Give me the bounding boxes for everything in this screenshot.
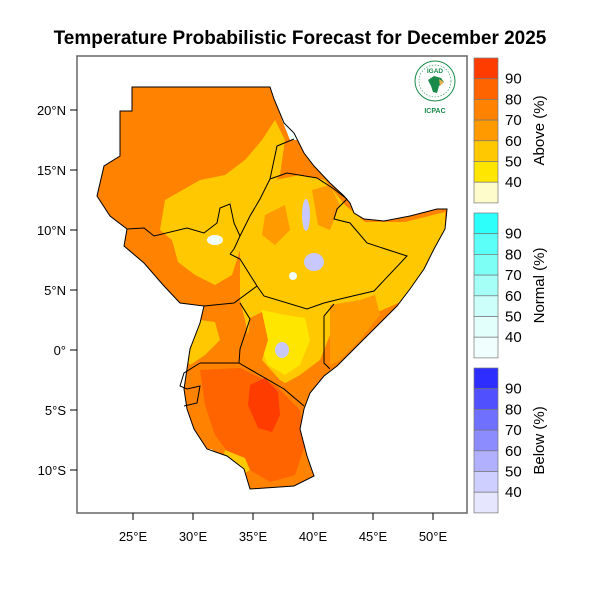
lat-tick-label: 5°N (44, 283, 66, 298)
country-border (238, 302, 251, 364)
colorbar-label: 50 (505, 464, 522, 481)
lat-tick-label: 10°N (37, 223, 66, 238)
colorbar-box (473, 388, 499, 410)
colorbar-box (473, 491, 499, 514)
colorbar-label: 80 (505, 91, 522, 108)
colorbar-title: Above (%) (531, 95, 548, 165)
colorbar-box (473, 233, 499, 255)
colorbar-above: 90 80 70 60 50 40 Above (%) (473, 57, 548, 204)
lon-tick-label: 25°E (119, 529, 148, 544)
colorbar-box (473, 274, 499, 297)
colorbar-box (473, 119, 499, 142)
svg-text:IGAD: IGAD (427, 68, 444, 75)
colorbar-label: 60 (505, 288, 522, 305)
colorbar-box (473, 99, 499, 121)
country-border (229, 253, 258, 287)
colorbar-box (473, 57, 499, 80)
map-title: Temperature Probabilistic Forecast for D… (53, 28, 547, 49)
colorbar-label: 70 (505, 112, 522, 129)
country-border (256, 285, 325, 310)
colorbar-label: 80 (505, 401, 522, 418)
colorbar-label: 40 (505, 484, 522, 501)
lat-tick-label: 15°N (37, 163, 66, 178)
colorbar-box (473, 161, 499, 183)
colorbar-box (473, 409, 499, 431)
colorbar-label: 90 (505, 381, 522, 398)
red-zone-tanzania (248, 378, 280, 432)
colorbar-box (473, 181, 499, 204)
colorbar-label: 60 (505, 133, 522, 150)
igad-icpac-logo: IGAD ICPAC (414, 60, 456, 115)
country-border (323, 198, 408, 304)
colorbar-legend: 90 80 70 60 50 40 Above (%) 90 80 70 60 50 40 Normal … (473, 57, 548, 514)
country-border (238, 362, 305, 407)
lon-tick-label: 45°E (359, 529, 388, 544)
country-border (239, 138, 295, 237)
lat-tick-label: 0° (54, 343, 66, 358)
svg-text:ICPAC: ICPAC (424, 108, 445, 115)
country-border (179, 362, 201, 407)
colorbar-label: 80 (505, 246, 522, 263)
colorbar-box (473, 316, 499, 338)
colorbar-normal: 90 80 70 60 50 40 Normal (%) (473, 212, 548, 359)
colorbar-title: Below (%) (531, 406, 548, 474)
lat-tick-label: 5°S (45, 403, 66, 418)
lon-tick-label: 35°E (239, 529, 268, 544)
colorbar-label: 50 (505, 309, 522, 326)
colorbar-title: Normal (%) (531, 248, 548, 324)
colorbar-box (473, 140, 499, 162)
orange-zone-somalia (330, 295, 380, 365)
colorbar-label: 60 (505, 443, 522, 460)
country-border (269, 172, 348, 200)
country-border (323, 303, 335, 370)
lon-tick-label: 50°E (419, 529, 448, 544)
lon-tick-label: 30°E (179, 529, 208, 544)
orange-zone-kenya (245, 312, 305, 410)
colorbar-label: 40 (505, 174, 522, 191)
colorbar-box (473, 254, 499, 276)
orange-zone-ethiopia-east (312, 185, 340, 230)
country-borders (126, 138, 408, 407)
colorbar-label: 90 (505, 226, 522, 243)
colorbar-box (473, 450, 499, 472)
colorbar-below: 90 80 70 60 50 40 Below (%) (473, 367, 548, 514)
colorbar-box (473, 78, 499, 100)
colorbar-label: 70 (505, 422, 522, 439)
country-border (126, 203, 241, 255)
orange-zone-ethiopia (262, 205, 290, 245)
dark-orange-zone-tanzania (200, 368, 305, 482)
lon-tick-label: 40°E (299, 529, 328, 544)
colorbar-box (473, 367, 499, 390)
no-signal-zone (289, 272, 297, 280)
colorbar-label: 90 (505, 71, 522, 88)
colorbar-box (473, 471, 499, 493)
colorbar-box (473, 336, 499, 359)
lat-tick-label: 20°N (37, 103, 66, 118)
colorbar-label: 40 (505, 329, 522, 346)
colorbar-box (473, 295, 499, 317)
below-normal-zone (275, 342, 289, 358)
yellow-zone-sudan (160, 120, 285, 285)
coastline (96, 86, 448, 490)
no-signal-zone (207, 235, 223, 245)
colorbar-label: 70 (505, 267, 522, 284)
colorbar-box (473, 212, 499, 235)
colorbar-label: 50 (505, 154, 522, 171)
below-normal-zone (302, 199, 310, 231)
below-normal-zone (304, 253, 324, 271)
axis-ticks: 25°E 30°E 35°E 40°E 45°E 50°E 20°N 15°N 10°N 5°N 0… (37, 103, 448, 544)
lat-tick-label: 10°S (38, 463, 67, 478)
colorbar-box (473, 429, 499, 452)
country-border (203, 285, 258, 307)
